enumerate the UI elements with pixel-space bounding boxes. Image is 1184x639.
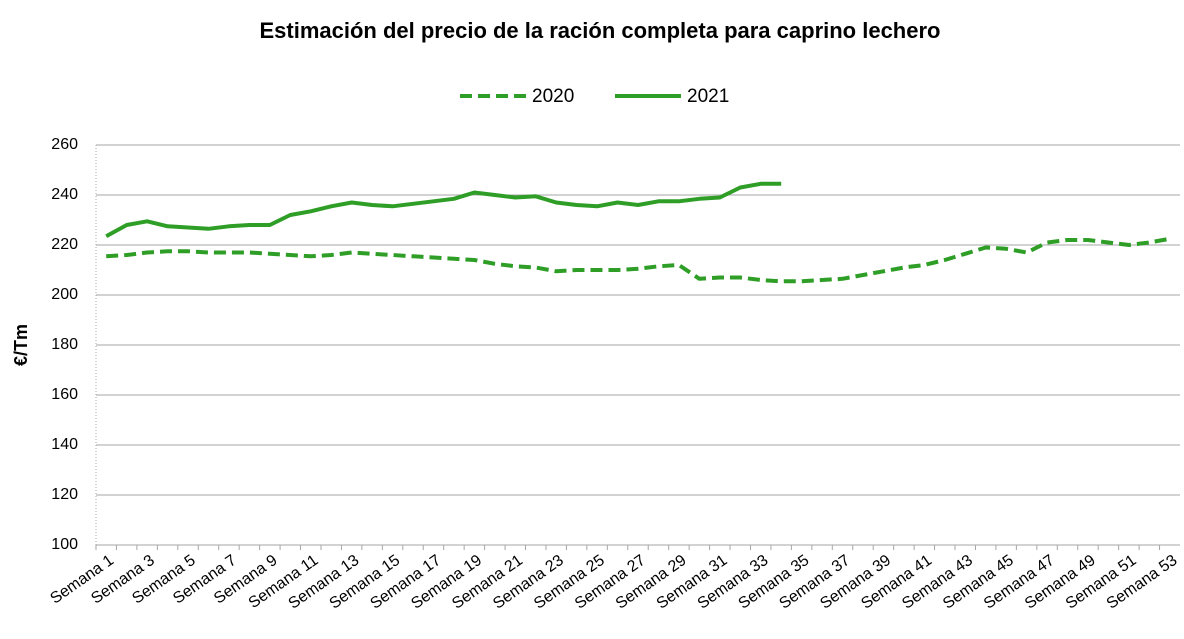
y-tick-label: 140 xyxy=(51,436,78,453)
legend-label: 2021 xyxy=(687,86,729,107)
y-tick-label: 120 xyxy=(51,486,78,503)
line-series xyxy=(106,236,1171,284)
y-tick-label: 260 xyxy=(51,136,78,153)
y-tick-label: 160 xyxy=(51,386,78,403)
y-tick-label: 240 xyxy=(51,186,78,203)
y-tick-label: 220 xyxy=(51,236,78,253)
legend-label: 2020 xyxy=(532,86,574,107)
y-tick-label: 100 xyxy=(51,536,78,553)
y-tick-label: 200 xyxy=(51,286,78,303)
chart-title: Estimación del precio de la ración compl… xyxy=(259,18,940,43)
y-axis-label: €/Tm xyxy=(11,324,31,366)
line-series xyxy=(105,181,782,239)
y-tick-label: 180 xyxy=(51,336,78,353)
